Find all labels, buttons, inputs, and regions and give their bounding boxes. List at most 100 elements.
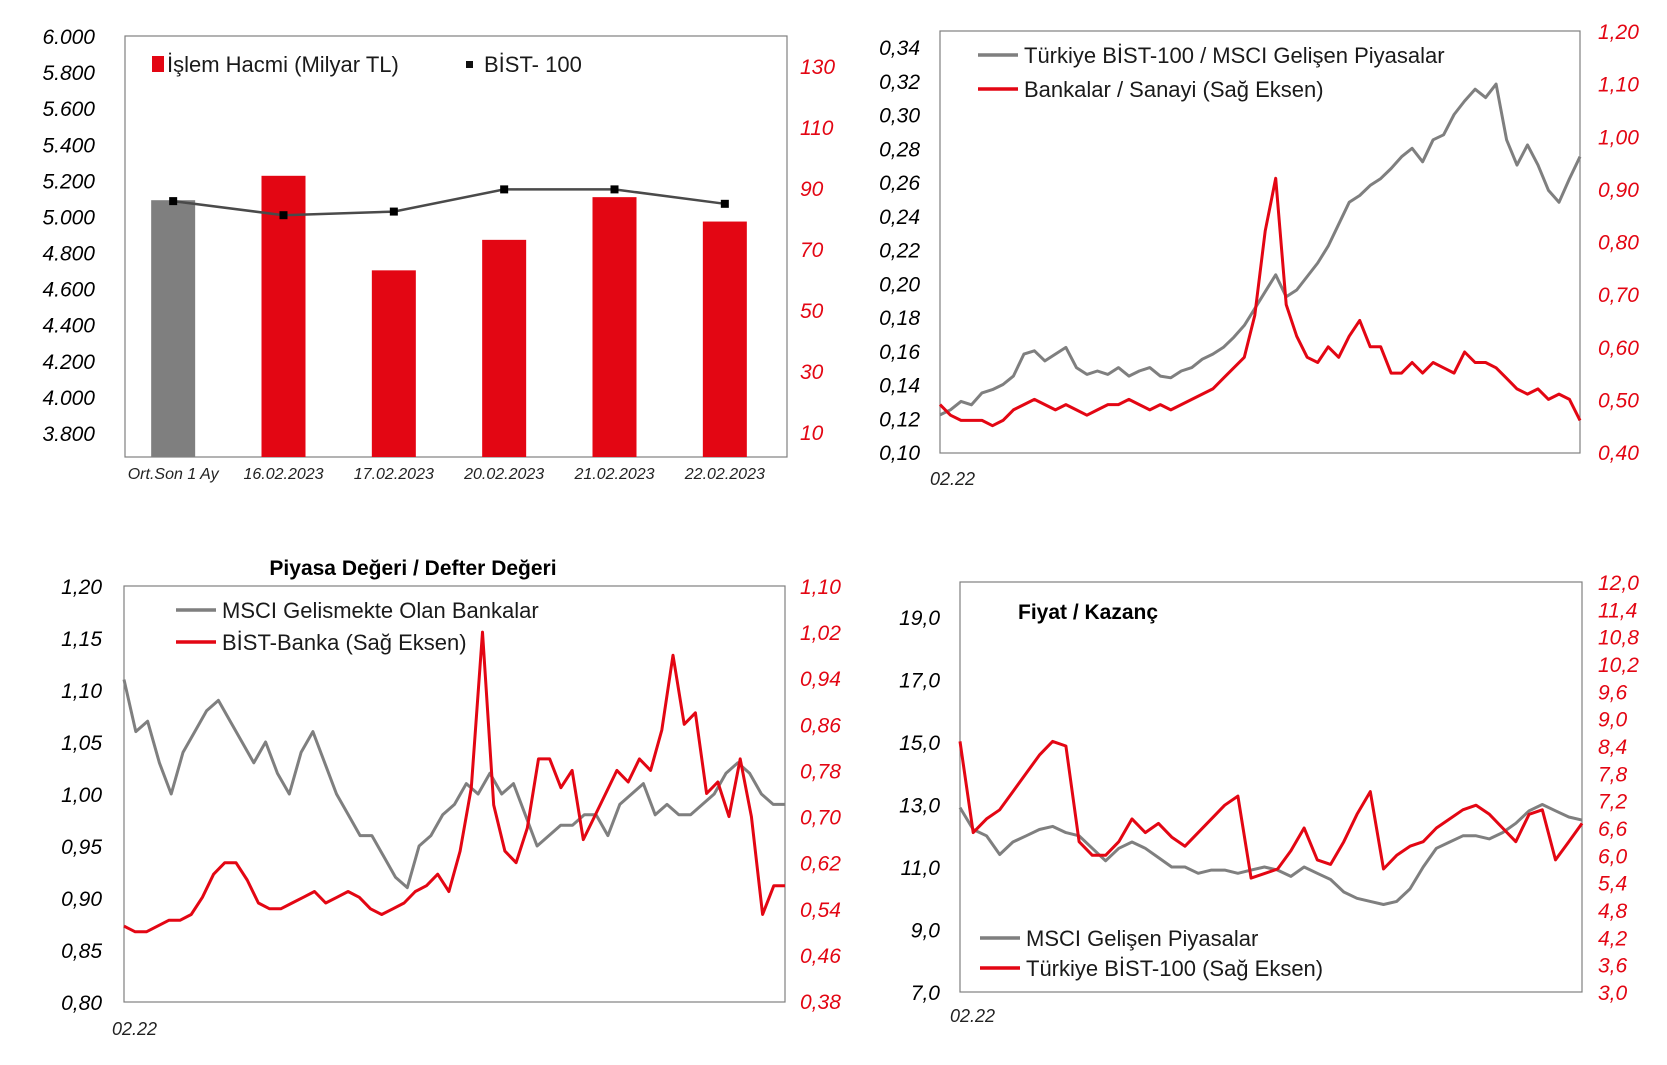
c4-legend: MSCI Gelişen Piyasalar Türkiye BİST-100 … xyxy=(980,926,1323,981)
c2-left-tick: 0,26 xyxy=(879,172,920,195)
c1-bist-point-1 xyxy=(279,211,288,220)
c1-x-label: 17.02.2023 xyxy=(354,466,434,483)
c2-right-tick: 0,60 xyxy=(1598,337,1639,360)
c4-x-start-label: 02.22 xyxy=(950,1006,995,1026)
c3-series-red xyxy=(123,630,785,934)
c1-right-tick: 110 xyxy=(800,117,834,140)
c1-plot-frame xyxy=(124,35,788,458)
c2-left-tick: 0,14 xyxy=(879,375,920,398)
c1-bar-4 xyxy=(592,197,637,457)
c4-right-tick: 10,2 xyxy=(1598,654,1639,677)
c3-right-tick: 0,46 xyxy=(800,945,841,968)
c1-bist-line xyxy=(169,185,729,220)
c4-left-tick: 9,0 xyxy=(911,920,941,943)
c2-left-tick: 0,16 xyxy=(879,341,920,364)
c3-left-tick: 1,00 xyxy=(61,784,102,807)
c2-left-tick: 0,18 xyxy=(879,307,920,330)
c4-series-lines xyxy=(958,739,1584,906)
c2-left-axis-ticks: 0,34 0,32 0,30 0,28 0,26 0,24 0,22 0,20 0,18 0,16… xyxy=(879,37,920,465)
c4-right-tick: 7,2 xyxy=(1598,791,1628,814)
c4-right-tick: 8,4 xyxy=(1598,736,1627,759)
c2-left-tick: 0,30 xyxy=(879,105,920,128)
c3-left-tick: 0,90 xyxy=(61,888,102,911)
c1-legend: İşlem Hacmi (Milyar TL) BİST- 100 xyxy=(152,52,582,77)
c3-plot-frame xyxy=(123,585,786,1003)
c2-right-axis-ticks: 1,20 1,10 1,00 0,90 0,80 0,70 0,60 0,50 0,40 xyxy=(1598,21,1639,465)
c4-left-tick: 15,0 xyxy=(899,732,940,755)
c3-right-tick: 0,78 xyxy=(800,760,841,783)
c3-left-tick: 1,10 xyxy=(61,680,102,703)
c1-left-tick: 4.800 xyxy=(42,243,95,266)
c4-series-gray xyxy=(958,803,1583,906)
c4-right-tick: 5,4 xyxy=(1598,873,1627,896)
c2-left-tick: 0,20 xyxy=(879,273,920,296)
c2-plot-frame xyxy=(939,30,1581,454)
c3-right-tick: 0,70 xyxy=(800,807,841,830)
c1-legend-bist: BİST- 100 xyxy=(484,52,582,77)
chart-pb-ratio: Piyasa Değeri / Defter Değeri 1,201,151,… xyxy=(61,557,841,1039)
c1-right-tick: 90 xyxy=(800,178,824,201)
c3-legend-gray: MSCI Gelismekte Olan Bankalar xyxy=(222,598,539,623)
c1-left-tick: 5.000 xyxy=(42,206,95,229)
c1-bist-point-5 xyxy=(720,199,729,208)
c1-x-label: 16.02.2023 xyxy=(243,466,323,483)
c3-right-tick: 0,62 xyxy=(800,853,841,876)
c3-right-tick: 0,86 xyxy=(800,714,841,737)
c1-left-tick: 4.400 xyxy=(42,315,95,338)
c1-bar-5 xyxy=(702,221,747,457)
c4-right-tick: 3,6 xyxy=(1598,955,1628,978)
c4-left-tick: 7,0 xyxy=(911,982,941,1005)
c1-left-tick: 4.600 xyxy=(42,279,95,302)
c1-x-label: 20.02.2023 xyxy=(463,466,544,483)
c2-right-tick: 0,80 xyxy=(1598,232,1639,255)
c2-right-tick: 0,90 xyxy=(1598,179,1639,202)
c1-left-axis-ticks: 6.000 5.800 5.600 5.400 5.200 5.000 4.800 4.600… xyxy=(42,26,95,446)
c4-left-tick: 11,0 xyxy=(901,857,941,880)
c2-legend-gray: Türkiye BİST-100 / MSCI Gelişen Piyasala… xyxy=(1024,43,1445,68)
c1-left-tick: 6.000 xyxy=(42,26,95,49)
c2-left-tick: 0,34 xyxy=(879,37,920,60)
c1-x-axis-labels: Ort.Son 1 Ay 16.02.2023 17.02.2023 20.02.20… xyxy=(128,466,765,483)
c3-left-tick: 1,20 xyxy=(61,576,102,599)
c4-right-tick: 4,8 xyxy=(1598,900,1628,923)
c2-left-tick: 0,12 xyxy=(879,408,920,431)
c1-x-label: 21.02.2023 xyxy=(573,466,654,483)
c1-right-tick: 130 xyxy=(800,56,835,79)
c3-left-axis-ticks: 1,20 1,15 1,10 1,05 1,00 0,95 0,90 0,85 0,80 xyxy=(61,576,102,1015)
c1-legend-volume: İşlem Hacmi (Milyar TL) xyxy=(167,52,399,77)
c1-x-label: Ort.Son 1 Ay xyxy=(128,466,220,483)
c2-right-tick: 1,20 xyxy=(1598,21,1639,44)
c3-left-tick: 1,15 xyxy=(61,628,102,651)
c1-left-tick: 3.800 xyxy=(42,423,95,446)
c3-series-lines xyxy=(122,630,785,934)
c2-series-gray xyxy=(939,82,1582,417)
c3-series-gray xyxy=(122,679,785,890)
c3-right-tick: 0,38 xyxy=(800,991,841,1014)
c4-right-tick: 6,0 xyxy=(1598,845,1628,868)
c1-bist-point-3 xyxy=(500,185,509,194)
chart-bist-msci-ratio: 0,34 0,32 0,30 0,28 0,26 0,24 0,22 0,20 0,18 0,16… xyxy=(879,21,1639,489)
c1-x-label: 22.02.2023 xyxy=(684,466,765,483)
c2-right-tick: 1,00 xyxy=(1598,126,1639,149)
c3-x-start-label: 02.22 xyxy=(112,1019,157,1039)
chart-pe-ratio: Fiyat / Kazanç 19,0 17,0 15,0 13,0 11,0 9,0 7,… xyxy=(899,572,1639,1026)
c4-right-tick: 10,8 xyxy=(1598,627,1639,650)
c4-right-tick: 7,8 xyxy=(1598,763,1628,786)
c2-right-tick: 0,50 xyxy=(1598,389,1639,412)
c2-series-lines xyxy=(938,82,1582,428)
c4-plot-frame xyxy=(959,581,1583,993)
c1-left-tick: 5.400 xyxy=(42,134,95,157)
c3-right-tick: 0,54 xyxy=(800,899,841,922)
c2-series-red xyxy=(938,176,1582,428)
c4-legend-red: Türkiye BİST-100 (Sağ Eksen) xyxy=(1026,956,1323,981)
c1-right-tick: 30 xyxy=(800,361,824,384)
c4-right-tick: 11,4 xyxy=(1598,599,1637,622)
c1-bar-1 xyxy=(261,175,306,458)
c1-left-tick: 5.800 xyxy=(42,62,95,85)
c3-legend-red: BİST-Banka (Sağ Eksen) xyxy=(222,630,467,655)
c4-right-tick: 9,0 xyxy=(1598,709,1628,732)
c1-bist-polyline xyxy=(173,188,725,217)
c3-left-tick: 1,05 xyxy=(61,732,102,755)
c2-left-tick: 0,24 xyxy=(879,206,920,229)
